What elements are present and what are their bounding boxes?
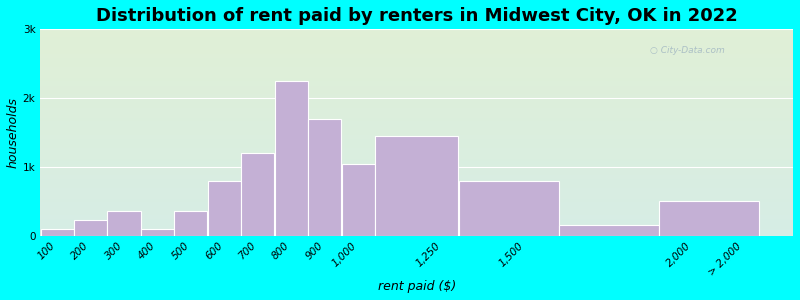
Text: ○ City-Data.com: ○ City-Data.com	[650, 46, 725, 55]
Bar	[375, 136, 458, 236]
Bar	[458, 181, 558, 236]
Bar	[274, 81, 308, 236]
Bar	[242, 153, 274, 236]
Bar	[659, 201, 759, 236]
Bar	[208, 181, 241, 236]
Y-axis label: households: households	[7, 97, 20, 168]
Bar	[141, 229, 174, 236]
Title: Distribution of rent paid by renters in Midwest City, OK in 2022: Distribution of rent paid by renters in …	[96, 7, 738, 25]
Bar	[41, 229, 74, 236]
Bar	[174, 212, 207, 236]
Bar	[107, 211, 141, 236]
Bar	[308, 119, 342, 236]
Bar	[342, 164, 374, 236]
Bar	[74, 220, 107, 236]
Bar	[559, 226, 659, 236]
X-axis label: rent paid ($): rent paid ($)	[378, 280, 456, 293]
